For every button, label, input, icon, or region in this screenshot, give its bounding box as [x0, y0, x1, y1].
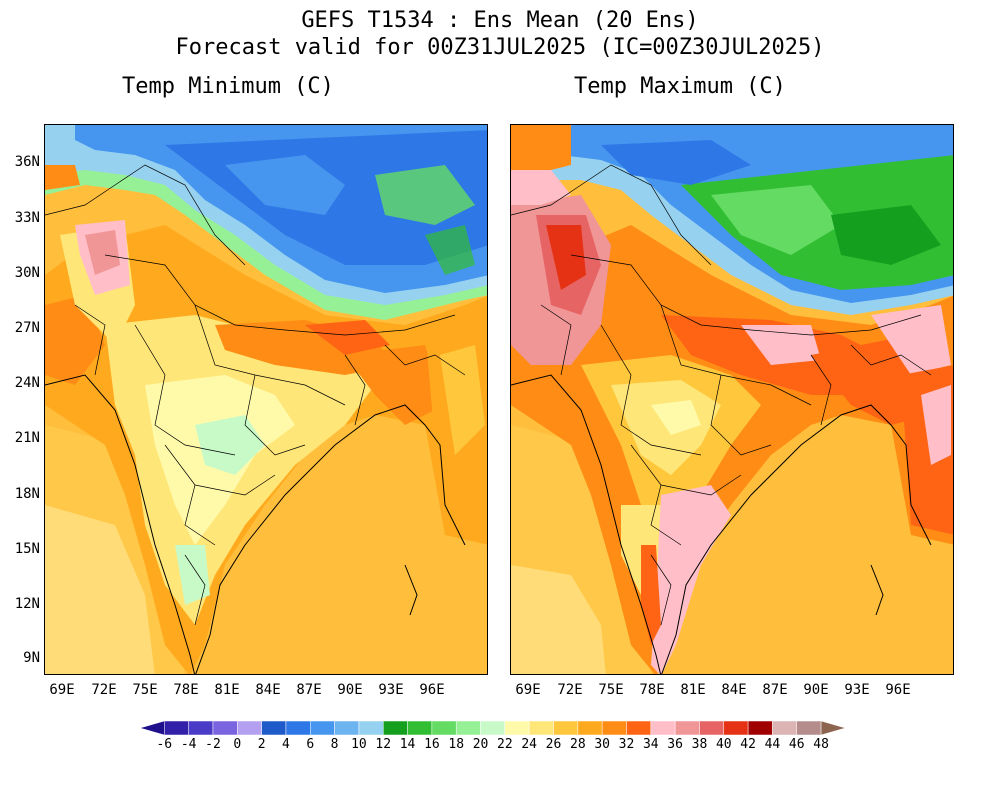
colorbar-label: 42 [740, 737, 756, 752]
colorbar-label: 8 [330, 737, 339, 752]
lon-label: 84E [255, 682, 281, 698]
lon-label: 69E [515, 682, 541, 698]
lon-label: 75E [132, 682, 158, 698]
colorbar-swatch [723, 721, 749, 735]
lon-label: 72E [557, 682, 583, 698]
colorbar-label: 2 [257, 737, 266, 752]
lat-label: 27N [14, 320, 40, 336]
lon-label: 90E [337, 682, 363, 698]
lon-label: 96E [885, 682, 911, 698]
colorbar-swatch [285, 721, 311, 735]
colorbar-swatch [334, 721, 360, 735]
colorbar-label: 38 [691, 737, 708, 752]
colorbar-swatch [407, 721, 433, 735]
colorbar-label: 34 [642, 737, 659, 752]
colorbar-label: 0 [233, 737, 242, 752]
lon-label: 84E [721, 682, 747, 698]
colorbar-swatch [382, 721, 408, 735]
colorbar-swatch [601, 721, 627, 735]
colorbar-label: 18 [448, 737, 465, 752]
colorbar-label: -2 [205, 737, 221, 752]
colorbar-label: 46 [788, 737, 805, 752]
header-line1: GEFS T1534 : Ens Mean (20 Ens) [301, 8, 699, 33]
lat-label: 9N [23, 650, 40, 666]
lon-label: 81E [214, 682, 240, 698]
colorbar-label: 16 [424, 737, 440, 752]
colorbar-label: 44 [764, 737, 781, 752]
colorbar-swatch [796, 721, 822, 735]
colorbar-label: 4 [282, 737, 290, 752]
colorbar-label: 22 [497, 737, 513, 752]
colorbar-label: 28 [570, 737, 586, 752]
colorbar-label: 26 [545, 737, 562, 752]
colorbar-swatch [455, 721, 481, 735]
colorbar-swatch [528, 721, 554, 735]
lon-label: 93E [844, 682, 870, 698]
lon-label: 93E [378, 682, 404, 698]
colorbar-label: 36 [667, 737, 683, 752]
map-panel-min [44, 124, 488, 675]
colorbar-label: 40 [715, 737, 732, 752]
lon-label: 75E [598, 682, 624, 698]
colorbar-swatch [140, 721, 165, 735]
lat-label: 33N [14, 210, 40, 226]
colorbar-swatch [820, 721, 847, 735]
colorbar-swatch [212, 721, 238, 735]
lat-label: 24N [14, 375, 40, 391]
lon-label: 81E [680, 682, 706, 698]
colorbar-swatch [261, 721, 287, 735]
lon-label: 78E [639, 682, 665, 698]
colorbar-swatch [674, 721, 700, 735]
lon-label: 72E [91, 682, 117, 698]
colorbar-swatch [699, 721, 725, 735]
lon-label: 90E [803, 682, 829, 698]
colorbar-swatch [237, 721, 262, 735]
colorbar-swatch [626, 721, 652, 735]
colorbar-swatch [553, 721, 579, 735]
lat-label: 15N [14, 541, 40, 557]
colorbar-swatch [747, 721, 773, 735]
colorbar-swatch [164, 721, 189, 735]
lon-label: 69E [49, 682, 75, 698]
colorbar-label: 10 [351, 737, 367, 752]
colorbar-swatch [772, 721, 798, 735]
lat-label: 30N [14, 265, 40, 281]
colorbar-label: 32 [618, 737, 635, 752]
header-line2: Forecast valid for 00Z31JUL2025 (IC=00Z3… [175, 35, 825, 60]
colorbar-label: -4 [180, 737, 197, 752]
colorbar-swatch [577, 721, 603, 735]
colorbar-label: 20 [472, 737, 489, 752]
colorbar-swatch [310, 721, 335, 735]
colorbar-swatch [188, 721, 214, 735]
panel-left-title: Temp Minimum (C) [122, 74, 334, 99]
colorbar-swatch [650, 721, 676, 735]
colorbar-swatch [431, 721, 457, 735]
colorbar-swatch [480, 721, 506, 735]
colorbar-label: 12 [375, 737, 392, 752]
lon-label: 87E [296, 682, 322, 698]
map-panel-max [510, 124, 954, 675]
lon-label: 87E [762, 682, 788, 698]
map-min-field [45, 125, 487, 674]
colorbar-label: 6 [306, 737, 315, 752]
colorbar-label: -6 [156, 737, 173, 752]
lon-label: 78E [173, 682, 199, 698]
colorbar-swatch [504, 721, 530, 735]
colorbar-label: 30 [594, 737, 610, 752]
colorbar-label: 48 [813, 737, 829, 752]
lat-label: 12N [14, 596, 40, 612]
map-max-field [511, 125, 953, 674]
panel-right-title: Temp Maximum (C) [574, 74, 786, 99]
colorbar-swatch [358, 721, 384, 735]
colorbar-label: 24 [521, 737, 538, 752]
colorbar-label: 14 [399, 737, 416, 752]
lat-label: 21N [14, 430, 40, 446]
colorbar [140, 721, 847, 735]
lat-label: 18N [14, 486, 40, 502]
lon-label: 96E [419, 682, 445, 698]
lat-label: 36N [14, 154, 40, 170]
